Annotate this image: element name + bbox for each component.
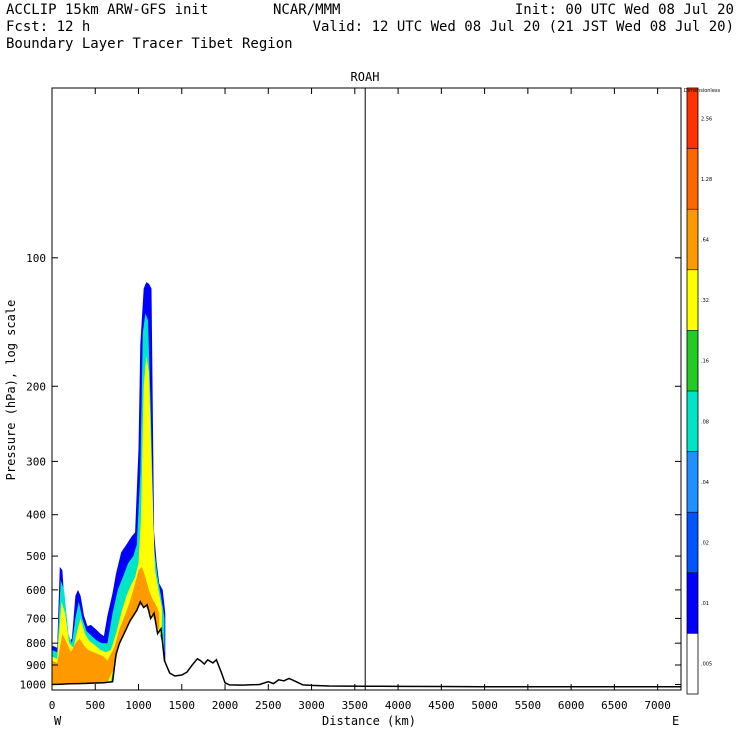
colorbar-swatch — [687, 330, 698, 391]
y-tick-label: 900 — [26, 659, 46, 672]
y-tick-label: 100 — [26, 252, 46, 265]
x-tick-label: 1000 — [125, 699, 152, 712]
colorbar-level-label: .08 — [701, 419, 709, 425]
colorbar-swatch — [687, 391, 698, 452]
colorbar-swatch — [687, 451, 698, 513]
y-tick-label: 200 — [26, 380, 46, 393]
colorbar-swatch — [687, 633, 698, 694]
x-tick-label: 6000 — [558, 699, 585, 712]
chart-title: ROAH — [351, 70, 380, 84]
x-tick-label: 5000 — [471, 699, 498, 712]
colorbar-level-label: .005 — [701, 662, 712, 668]
x-tick-label: 0 — [49, 699, 56, 712]
colorbar-swatch — [687, 148, 698, 210]
x-end-label-e: E — [672, 714, 679, 728]
tracer-contour-0.64 — [52, 566, 160, 685]
colorbar-level-label: .32 — [701, 298, 709, 304]
header-line2-right: Valid: 12 UTC Wed 08 Jul 20 (21 JST Wed … — [313, 19, 734, 35]
colorbar-swatch — [687, 572, 698, 634]
header-line1-mid: NCAR/MMM — [273, 2, 340, 18]
x-axis-label: Distance (km) — [322, 714, 416, 728]
y-axis-label: Pressure (hPa), log scale — [4, 300, 18, 481]
x-tick-label: 3500 — [342, 699, 369, 712]
header-line1-left: ACCLIP 15km ARW-GFS init — [6, 2, 208, 18]
y-tick-label: 1000 — [20, 679, 47, 692]
colorbar-swatch — [687, 88, 698, 149]
terrain-line — [52, 600, 681, 688]
colorbar-level-label: 2.56 — [701, 116, 712, 122]
y-tick-label: 400 — [26, 509, 46, 522]
x-tick-label: 1500 — [169, 699, 196, 712]
plot-frame — [51, 87, 682, 691]
x-tick-label: 2000 — [212, 699, 239, 712]
x-tick-label: 500 — [85, 699, 105, 712]
header-line3: Boundary Layer Tracer Tibet Region — [6, 36, 293, 52]
x-tick-label: 2500 — [255, 699, 282, 712]
y-tick-label: 700 — [26, 612, 46, 625]
header-line2-left: Fcst: 12 h — [6, 19, 90, 35]
colorbar-level-label: .01 — [701, 601, 709, 607]
x-tick-label: 3000 — [298, 699, 325, 712]
plot-area: 0 500 1000 1500 2000 2500 3000 3500 4000 4500 5000… — [20, 87, 682, 712]
y-tick-label: 800 — [26, 637, 46, 650]
header-line1-right: Init: 00 UTC Wed 08 Jul 20 — [515, 2, 734, 18]
colorbar-level-label: .04 — [701, 480, 709, 486]
colorbar-level-label: 1.28 — [701, 177, 712, 183]
colorbar-level-label: .02 — [701, 541, 709, 547]
colorbar-swatch — [687, 512, 698, 573]
x-tick-label: 5500 — [515, 699, 542, 712]
x-tick-label: 4500 — [428, 699, 455, 712]
x-tick-label: 4000 — [385, 699, 412, 712]
tracer-fields — [52, 282, 681, 688]
colorbar: .005 .01 .02 .04 .08 .16 .32 .64 1.28 2.56 — [686, 87, 712, 695]
colorbar-level-label: .16 — [701, 359, 709, 365]
x-tick-label: 7000 — [644, 699, 671, 712]
x-tick-label: 6500 — [601, 699, 628, 712]
y-tick-label: 600 — [26, 584, 46, 597]
colorbar-swatch — [687, 209, 698, 270]
colorbar-title: Dimensionless — [684, 88, 721, 94]
x-end-label-w: W — [54, 714, 62, 728]
y-tick-label: 300 — [26, 455, 46, 468]
colorbar-frame — [686, 87, 699, 695]
colorbar-swatch — [687, 269, 698, 331]
colorbar-level-label: .64 — [701, 238, 709, 244]
y-tick-label: 500 — [26, 550, 46, 563]
